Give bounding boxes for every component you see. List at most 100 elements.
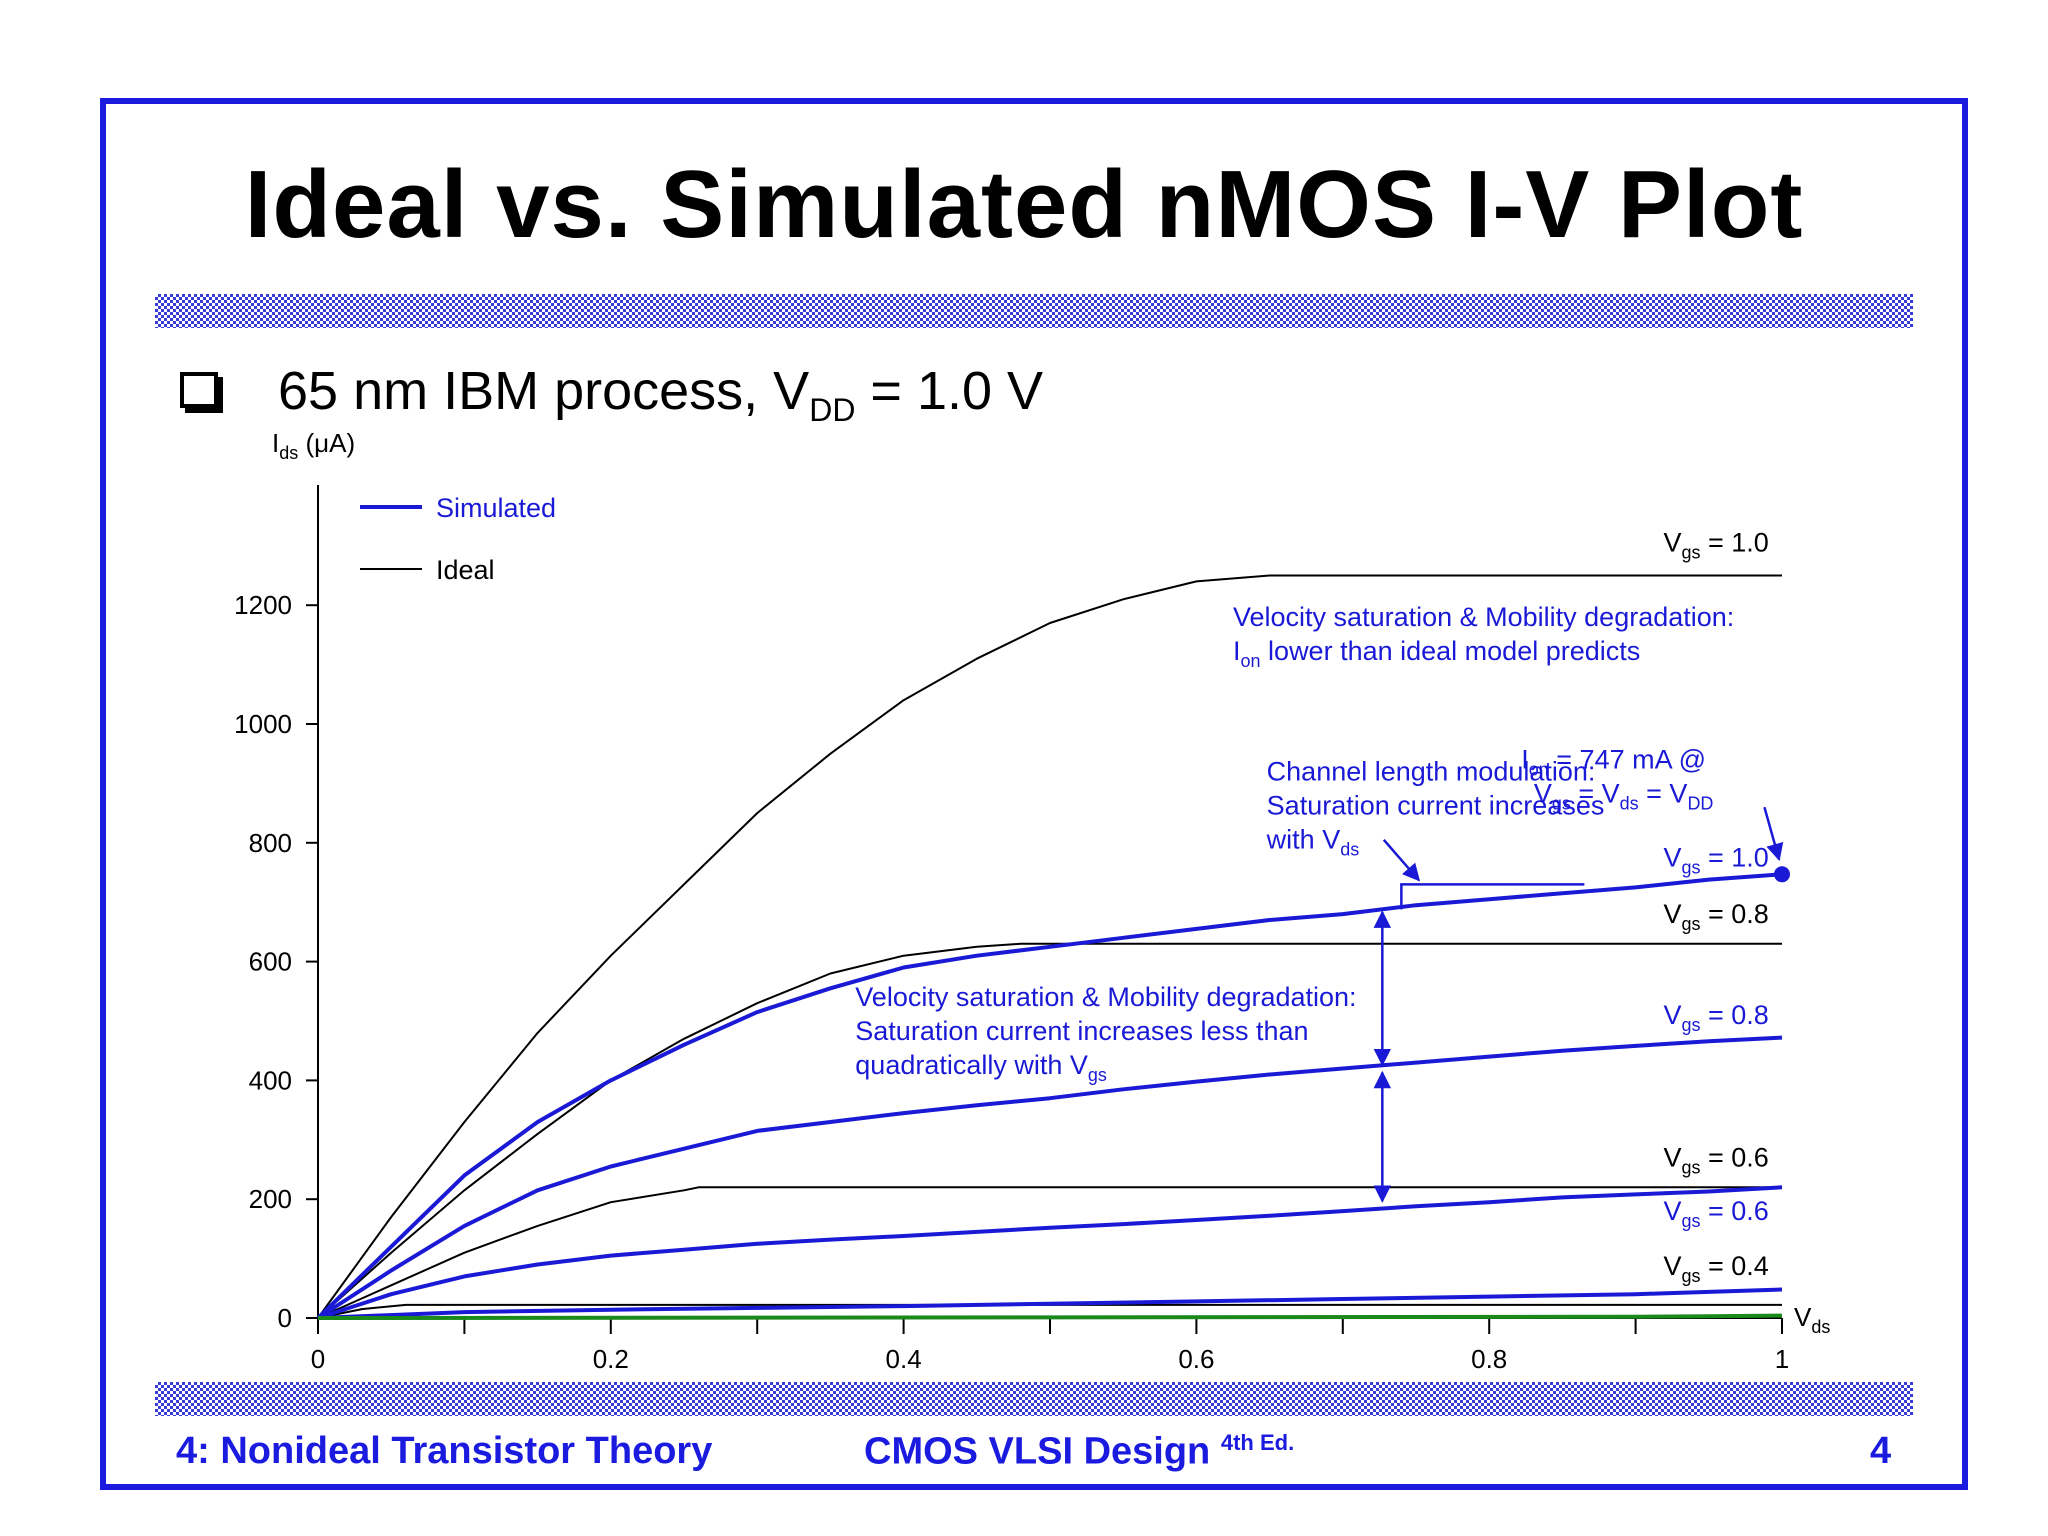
annotation-ion-line2-part-3: ds xyxy=(1620,794,1639,814)
legend-label-simulated: Simulated xyxy=(436,493,556,523)
annotation-clm-line2-part-0: Saturation current increases xyxy=(1267,790,1605,820)
curve-label-simulated-5-part-2: = 0.8 xyxy=(1700,1000,1768,1030)
y-tick-label-800: 800 xyxy=(249,828,292,858)
curve-label-simulated-5-part-0: V xyxy=(1663,1000,1681,1030)
curve-label-ideal-3-part-2: = 0.4 xyxy=(1700,1251,1768,1281)
footer-page-number: 4 xyxy=(1870,1430,1892,1472)
annotation-vsat-ion-line2-part-1: on xyxy=(1241,651,1261,671)
y-axis-label-part-1: ds xyxy=(279,443,298,463)
annotation-vsat-sat-line3-part-0: quadratically with V xyxy=(855,1050,1088,1080)
curve-label-ideal-0-part-0: V xyxy=(1663,528,1681,558)
curve-label-ideal-2: Vgs = 0.6 xyxy=(1663,1143,1768,1178)
annotation-ion-line2-part-4: = V xyxy=(1639,779,1688,809)
annotation-ion-line2-part-1: gs xyxy=(1552,794,1571,814)
curve-label-simulated-5-part-1: gs xyxy=(1681,1015,1700,1035)
y-tick-label-1000: 1000 xyxy=(234,709,292,739)
annotation-ion-line1-part-0: I xyxy=(1521,745,1529,775)
checkered-band-top xyxy=(155,294,1913,328)
bullet-text-main: 65 nm IBM process, V xyxy=(278,361,810,421)
footer-book-edition: 4th Ed. xyxy=(1220,1430,1295,1455)
footer-book-title: CMOS VLSI Design xyxy=(864,1430,1211,1473)
annotation-clm-line1-part-0: Channel length modulation: xyxy=(1267,756,1596,786)
annotation-ion-line2: Vgs = Vds = VDD xyxy=(1534,779,1714,814)
curve-label-ideal-0: Vgs = 1.0 xyxy=(1663,528,1768,563)
annotation-clm-line3: with Vds xyxy=(1266,824,1360,859)
x-tick-label-2: 0.4 xyxy=(886,1344,922,1374)
curve-label-simulated-4-part-2: = 1.0 xyxy=(1700,843,1768,873)
annotation-clm-line3-part-1: ds xyxy=(1340,839,1359,859)
curve-label-simulated-6: Vgs = 0.6 xyxy=(1663,1196,1768,1231)
annotation-vsat-ion-line1-part-0: Velocity saturation & Mobility degradati… xyxy=(1233,602,1734,632)
curve-label-simulated-4: Vgs = 1.0 xyxy=(1663,843,1768,878)
annotation-ion-line1: Ion = 747 mA @ xyxy=(1521,745,1706,780)
legend-label-ideal: Ideal xyxy=(436,555,495,585)
annotation-vsat-sat-line3-part-1: gs xyxy=(1088,1065,1107,1085)
slide-title: Ideal vs. Simulated nMOS I-V Plot xyxy=(244,151,1804,258)
annotation-vsat-sat-line2: Saturation current increases less than xyxy=(855,1016,1308,1046)
checkered-band-bottom xyxy=(155,1382,1913,1416)
bullet-text: 65 nm IBM process, VDD = 1.0 V xyxy=(278,360,1043,429)
simulated-curve-vgs-1-0 xyxy=(316,872,1783,1320)
curve-label-ideal-2-part-0: V xyxy=(1663,1143,1681,1173)
footer-chapter: 4: Nonideal Transistor Theory xyxy=(176,1430,713,1472)
y-tick-label-400: 400 xyxy=(249,1065,292,1095)
annotation-clm-line3-part-0: with V xyxy=(1266,824,1341,854)
curve-label-ideal-2-part-1: gs xyxy=(1681,1158,1700,1178)
x-axis-label-part-0: V xyxy=(1794,1302,1812,1332)
bullet-text-tail: = 1.0 V xyxy=(855,361,1044,421)
footer-book: CMOS VLSI Design 4th Ed. xyxy=(864,1430,1294,1474)
curve-label-simulated-4-part-1: gs xyxy=(1681,858,1700,878)
y-tick-label-200: 200 xyxy=(249,1184,292,1214)
annotation-vsat-ion-line2-part-2: lower than ideal model predicts xyxy=(1261,636,1641,666)
ideal-curve-vgs-0-6 xyxy=(317,1186,1782,1319)
clm-arrow xyxy=(1382,839,1421,882)
curve-label-ideal-1-part-2: = 0.8 xyxy=(1700,899,1768,929)
annotation-vsat-sat-line2-part-0: Saturation current increases less than xyxy=(855,1016,1308,1046)
y-tick-label-600: 600 xyxy=(249,947,292,977)
checkbox-bullet-icon xyxy=(180,372,218,408)
annotation-ion-line2-part-0: V xyxy=(1534,779,1552,809)
curve-label-ideal-0-part-1: gs xyxy=(1681,543,1700,563)
annotation-vsat-sat-line1: Velocity saturation & Mobility degradati… xyxy=(855,982,1356,1012)
annotation-vsat-sat-line3: quadratically with Vgs xyxy=(855,1050,1107,1085)
ion-point-marker xyxy=(1774,866,1790,883)
x-axis-label-part-1: ds xyxy=(1811,1317,1830,1337)
y-axis-label: Ids (μA) xyxy=(272,428,355,463)
curve-label-simulated-5: Vgs = 0.8 xyxy=(1663,1000,1768,1035)
x-tick-label-3: 0.6 xyxy=(1178,1344,1214,1374)
annotation-vsat-ion-line2-part-0: I xyxy=(1233,636,1241,666)
y-axis-label-part-2: (μA) xyxy=(298,428,355,458)
slide-frame xyxy=(100,98,1968,1490)
curve-label-ideal-0-part-2: = 1.0 xyxy=(1700,528,1768,558)
annotation-ion-line1-part-1: on xyxy=(1529,760,1549,780)
x-tick-label-1: 0.2 xyxy=(593,1344,629,1374)
annotation-clm-line2: Saturation current increases xyxy=(1267,790,1605,820)
x-tick-label-4: 0.8 xyxy=(1471,1344,1507,1374)
clm-bracket xyxy=(1400,883,1585,910)
ideal-curve-vgs-0-8 xyxy=(317,942,1782,1319)
curve-label-ideal-1-part-0: V xyxy=(1663,899,1681,929)
ideal-curve-vgs-1-0 xyxy=(317,574,1782,1319)
annotation-vsat-ion-line2: Ion lower than ideal model predicts xyxy=(1233,636,1640,671)
simulated-curve-vgs-0-4 xyxy=(317,1287,1783,1320)
curve-label-ideal-1: Vgs = 0.8 xyxy=(1663,899,1768,934)
y-tick-label-1200: 1200 xyxy=(234,590,292,620)
annotation-vsat-sat-line1-part-0: Velocity saturation & Mobility degradati… xyxy=(855,982,1356,1012)
simulated-curve-vgs-0-6 xyxy=(317,1185,1783,1320)
bullet-text-sub: DD xyxy=(809,391,856,428)
simulated-curve-vgs-0-2 xyxy=(317,1313,1783,1320)
annotation-ion-line1-part-2: = 747 mA @ xyxy=(1549,745,1706,775)
curve-label-ideal-2-part-2: = 0.6 xyxy=(1700,1143,1768,1173)
ion-arrow xyxy=(1763,806,1784,862)
annotation-clm-line1: Channel length modulation: xyxy=(1267,756,1596,786)
simulated-curve-vgs-0-8 xyxy=(316,1035,1783,1320)
curve-label-ideal-1-part-1: gs xyxy=(1681,914,1700,934)
curve-label-simulated-6-part-0: V xyxy=(1663,1196,1681,1226)
curve-label-ideal-3-part-0: V xyxy=(1663,1251,1681,1281)
curve-label-simulated-6-part-1: gs xyxy=(1681,1211,1700,1231)
y-axis-label-part-0: I xyxy=(272,428,279,458)
curve-label-ideal-3: Vgs = 0.4 xyxy=(1663,1251,1768,1286)
curve-label-ideal-3-part-1: gs xyxy=(1681,1266,1700,1286)
x-tick-label-0: 0 xyxy=(311,1344,325,1374)
